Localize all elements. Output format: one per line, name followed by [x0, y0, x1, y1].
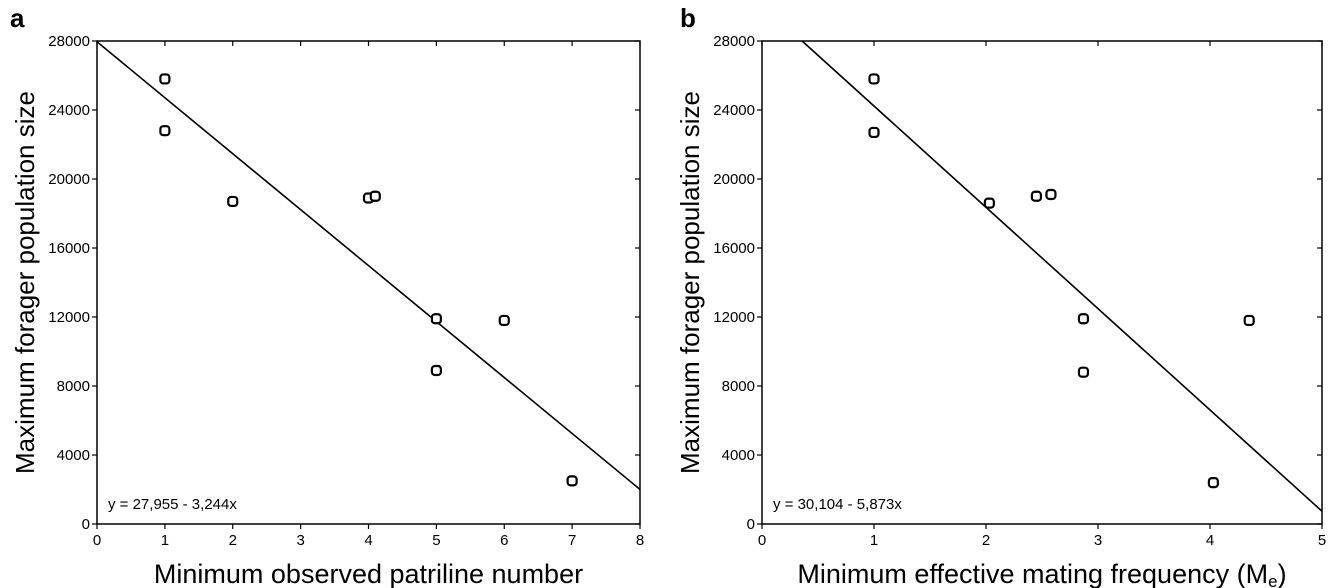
y-tick-label: 0: [747, 516, 755, 533]
data-point: [227, 195, 239, 208]
data-point: [1077, 313, 1090, 325]
data-point: [1045, 188, 1057, 201]
data-point: [498, 314, 510, 327]
panel-label: b: [680, 3, 696, 33]
y-axis-label: Maximum forager population size: [675, 91, 705, 474]
y-tick-label: 8000: [722, 378, 755, 395]
data-point: [1207, 477, 1219, 489]
y-tick-label: 28000: [713, 33, 755, 50]
panel-label: a: [10, 3, 25, 33]
x-tick-label: 2: [982, 532, 990, 549]
x-tick-label: 1: [870, 532, 878, 549]
y-tick-label: 28000: [48, 33, 90, 50]
x-tick-label: 3: [1094, 532, 1102, 549]
data-point: [566, 475, 578, 487]
x-tick-label: 0: [93, 532, 101, 549]
data-point: [868, 73, 880, 85]
y-tick-label: 20000: [48, 171, 90, 188]
plot-frame: [96, 40, 641, 525]
x-tick-label: 5: [1318, 532, 1326, 549]
x-tick-label: 2: [229, 532, 237, 549]
data-point: [1243, 314, 1255, 327]
data-point: [430, 313, 442, 325]
data-point: [159, 125, 171, 137]
y-tick-label: 16000: [713, 240, 755, 257]
data-point: [1077, 366, 1090, 378]
y-tick-label: 4000: [722, 447, 755, 464]
y-tick-label: 12000: [713, 309, 755, 326]
regression-line: [96, 41, 641, 491]
data-point: [430, 364, 442, 377]
x-tick-label: 1: [161, 532, 169, 549]
y-tick-label: 20000: [713, 171, 755, 188]
regression-line: [801, 40, 1323, 512]
x-tick-label: 7: [568, 532, 576, 549]
data-point: [159, 73, 171, 85]
x-tick-label: 6: [500, 532, 508, 549]
y-tick-label: 4000: [57, 447, 90, 464]
x-tick-label: 4: [1206, 532, 1214, 549]
x-tick-label: 0: [758, 532, 766, 549]
y-tick-label: 16000: [48, 240, 90, 257]
y-tick-label: 24000: [48, 102, 90, 119]
panel-a: a 0 1 2 3 4 5 6 7 8 0 4000 8000 12000 16000 20000 24000…: [10, 3, 644, 588]
x-tick-label: 5: [432, 532, 440, 549]
regression-equation: y = 27,955 - 3,244x: [108, 496, 237, 513]
y-tick-label: 8000: [57, 378, 90, 395]
x-tick-label: 8: [636, 532, 644, 549]
data-point: [868, 126, 880, 139]
plot-frame: [761, 40, 1323, 525]
y-axis-label: Maximum forager population size: [10, 91, 40, 474]
y-tick-label: 12000: [48, 309, 90, 326]
x-axis-label: Minimum observed patriline number: [154, 559, 583, 588]
data-point: [983, 197, 995, 209]
data-point: [369, 190, 381, 202]
x-tick-label: 3: [296, 532, 304, 549]
y-tick-label: 0: [82, 516, 90, 533]
regression-equation: y = 30,104 - 5,873x: [773, 496, 902, 513]
x-axis-label-subscript: e: [1268, 572, 1277, 588]
y-tick-label: 24000: [713, 102, 755, 119]
x-axis-label: Minimum effective mating frequency (Me): [797, 559, 1286, 588]
data-point: [1030, 190, 1043, 202]
panel-b: b 0 1 2 3 4 5 0 4000 8000 12000 16000 20000 24000 280…: [675, 3, 1326, 588]
x-axis-label-suffix: ): [1278, 559, 1287, 588]
x-tick-label: 4: [364, 532, 372, 549]
x-axis-label-main: Minimum effective mating frequency (M: [797, 559, 1268, 588]
